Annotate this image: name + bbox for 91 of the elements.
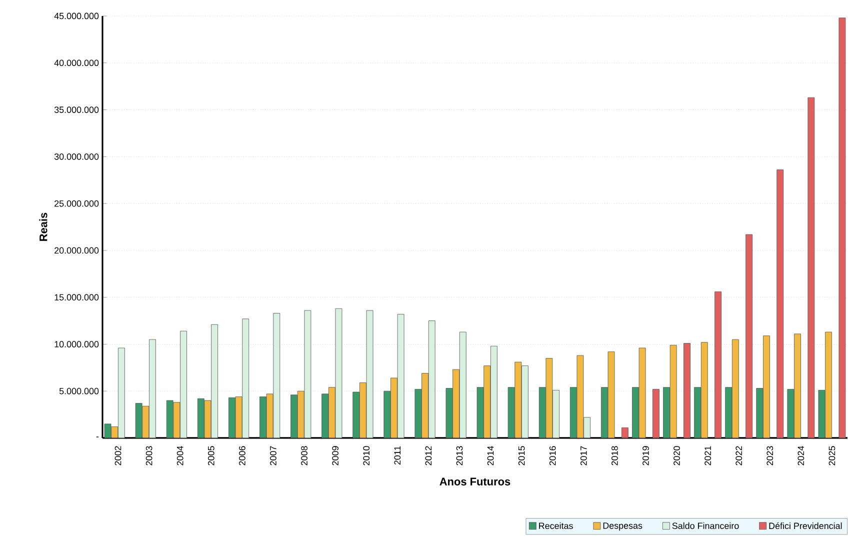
bar — [452, 369, 460, 438]
bar — [522, 366, 528, 438]
bar — [621, 427, 628, 438]
y-tick-label: 10.000.000 — [54, 341, 99, 348]
x-tick-label: 2017 — [580, 446, 587, 466]
bar — [756, 388, 764, 438]
x-tick-label: 2016 — [549, 446, 556, 466]
y-tick-label: 30.000.000 — [54, 153, 99, 160]
x-tick-label: 2002 — [114, 446, 122, 466]
bar — [149, 339, 156, 438]
bar — [118, 348, 125, 438]
y-tick-label: 45.000.000 — [54, 12, 99, 20]
bar — [490, 346, 498, 438]
bar — [142, 406, 150, 438]
x-tick-label: 2009 — [332, 446, 338, 466]
x-tick-label: 2021 — [704, 446, 711, 466]
bar — [297, 390, 304, 438]
bar — [763, 336, 770, 438]
bar — [390, 378, 398, 438]
bar — [732, 339, 739, 438]
x-axis-title: Anos Futuros — [440, 478, 510, 486]
x-tick-label: 2013 — [456, 446, 463, 466]
bar — [670, 344, 677, 438]
bar — [322, 394, 328, 438]
bar — [328, 387, 336, 438]
x-tick-label: 2003 — [146, 446, 152, 466]
x-tick-label: 2006 — [238, 446, 246, 466]
bar — [694, 387, 701, 438]
x-tick-label: 2014 — [487, 446, 494, 466]
bar — [825, 332, 832, 438]
bar — [552, 390, 560, 438]
bar — [632, 387, 639, 438]
x-tick-label: 2015 — [518, 446, 525, 466]
legend-label: Receitas — [539, 522, 573, 529]
x-tick-label: 2008 — [301, 446, 308, 466]
bar — [794, 334, 801, 438]
bar — [838, 18, 846, 438]
y-tick-label: 20.000.000 — [54, 247, 99, 254]
bar — [570, 387, 577, 438]
bar — [384, 390, 391, 438]
bar — [714, 291, 722, 438]
x-tick-label: 2005 — [208, 446, 214, 466]
y-tick-label: - — [96, 436, 99, 438]
bar — [197, 398, 204, 438]
bar — [746, 234, 753, 438]
y-tick-label: 40.000.000 — [54, 60, 99, 66]
bar — [260, 396, 266, 438]
y-axis-title: Reais — [39, 212, 48, 241]
bar — [242, 318, 250, 438]
bar — [725, 387, 732, 438]
bar — [273, 313, 280, 438]
x-tick-label: 2004 — [176, 446, 184, 466]
x-tick-label: 2018 — [611, 446, 618, 466]
bar — [700, 342, 708, 438]
bar — [290, 394, 298, 438]
bar — [211, 324, 218, 438]
x-tick-label: 2019 — [642, 446, 649, 466]
legend-label: Saldo Financeiro — [672, 522, 739, 529]
x-tick-label: 2024 — [798, 446, 804, 466]
bar — [684, 343, 690, 438]
bar — [538, 387, 546, 438]
bar — [359, 382, 366, 438]
legend-label: Défici Previdencial — [769, 522, 842, 530]
x-tick-label: 2022 — [736, 446, 742, 466]
x-tick-label: 2010 — [363, 446, 370, 466]
x-tick-label: 2012 — [425, 446, 432, 466]
bar — [352, 392, 360, 438]
bar — [166, 400, 174, 438]
y-tick-label: 35.000.000 — [54, 106, 99, 113]
x-tick-label: 2020 — [674, 446, 680, 466]
bar — [514, 362, 522, 438]
y-tick-label: 5.000.000 — [59, 388, 99, 394]
bar — [808, 97, 815, 438]
y-tick-label: 15.000.000 — [54, 294, 99, 300]
bar — [776, 170, 784, 438]
bar — [652, 389, 660, 438]
bar — [180, 330, 187, 438]
x-tick-label: 2011 — [394, 446, 401, 465]
legend-label: Despesas — [603, 522, 642, 531]
bar — [459, 332, 466, 438]
bar — [663, 387, 670, 438]
x-tick-label: 2023 — [766, 446, 774, 466]
y-tick-label: 25.000.000 — [54, 200, 99, 207]
x-tick-label: 2025 — [828, 446, 836, 466]
bar — [584, 417, 590, 438]
bar — [600, 387, 608, 438]
x-tick-label: 2007 — [270, 446, 276, 466]
bar — [228, 397, 236, 438]
bar — [428, 320, 436, 438]
bar — [484, 366, 491, 438]
bar — [422, 373, 428, 438]
